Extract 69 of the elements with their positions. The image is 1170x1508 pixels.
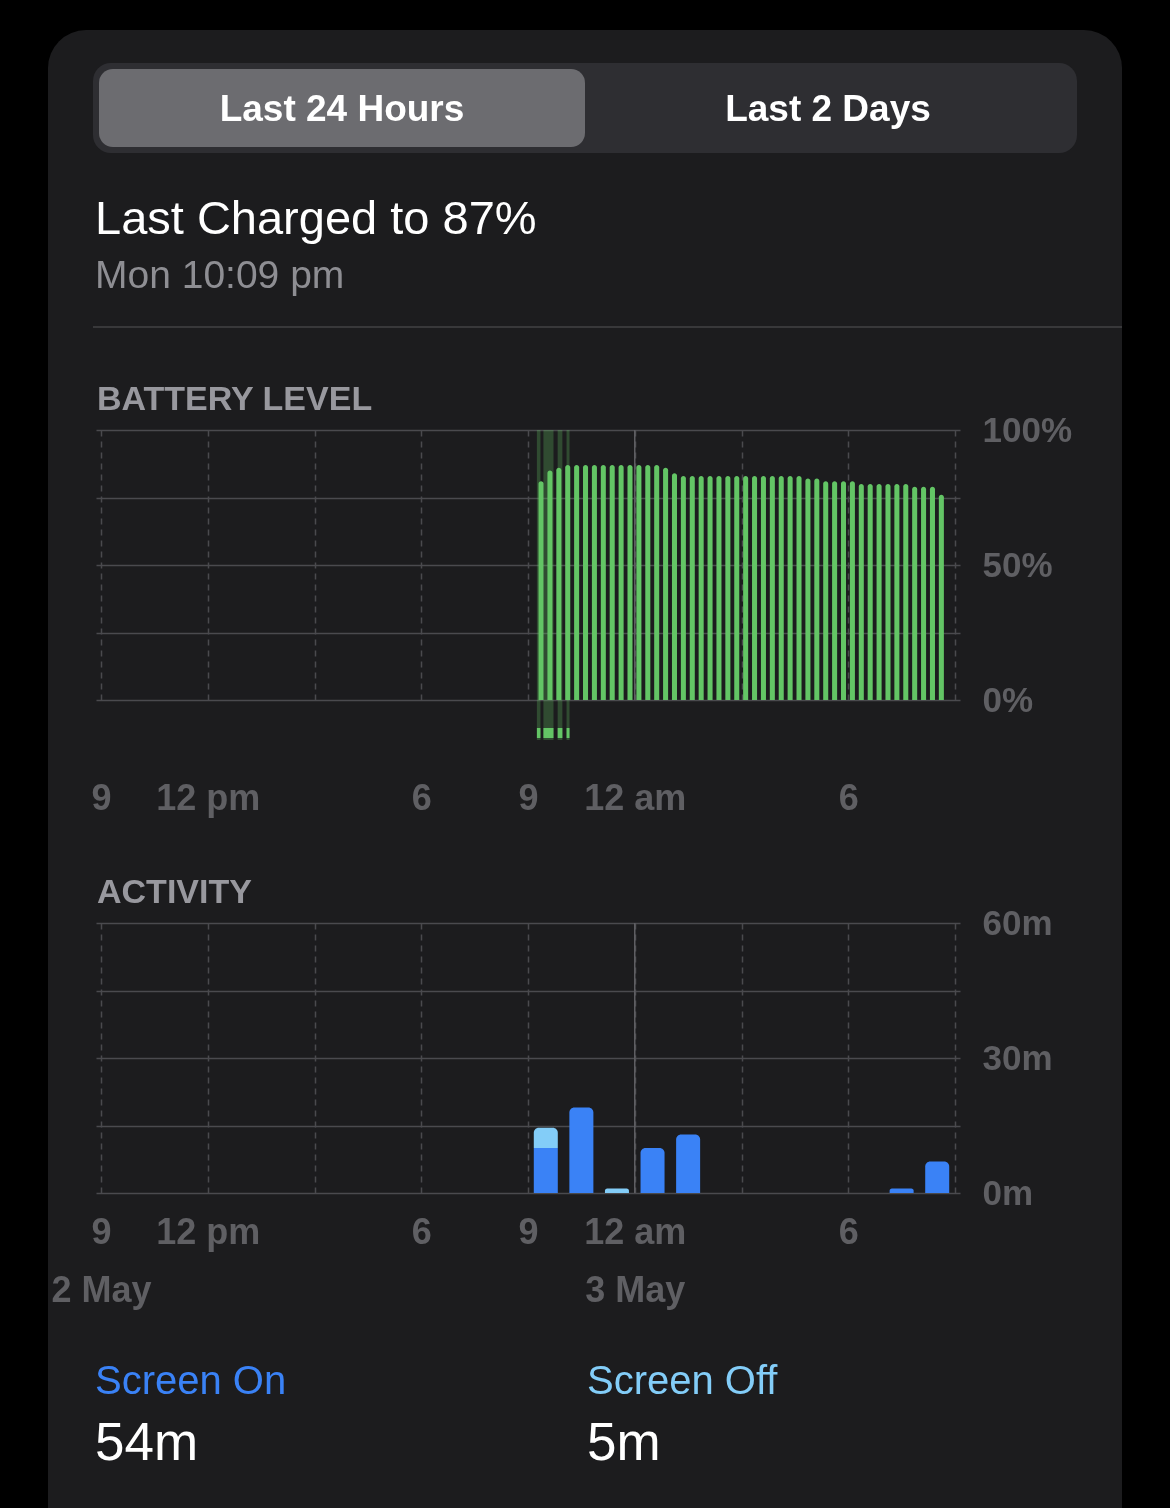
- segmented-control: Last 24 Hours Last 2 Days: [93, 63, 1077, 153]
- bar: [778, 475, 784, 700]
- bar: [832, 481, 838, 700]
- bar: [636, 465, 642, 700]
- chart-title: ACTIVITY: [97, 872, 252, 910]
- x-tick-label: 9: [518, 776, 539, 818]
- text: 54m: [95, 1412, 199, 1471]
- y-tick-label: 0m: [982, 1172, 1034, 1212]
- x-tick-label: 12 am: [584, 776, 687, 818]
- x-tick-label: 12 am 3 May: [584, 1210, 687, 1310]
- bar: [903, 484, 909, 700]
- bar: [671, 473, 677, 700]
- bar: [707, 475, 713, 700]
- bar: [752, 475, 758, 700]
- bar: [805, 478, 811, 700]
- bar: [929, 486, 935, 700]
- bar: [627, 465, 633, 700]
- x-tick-label: 9: [518, 1210, 539, 1252]
- text: Screen On: [95, 1358, 287, 1402]
- text: Mon 10:09 pm: [95, 253, 345, 296]
- bar: [867, 484, 873, 700]
- y-tick-label: 50%: [982, 544, 1053, 584]
- bar: [840, 481, 847, 700]
- bar: [618, 465, 624, 700]
- bar: [823, 481, 829, 700]
- bar: [760, 475, 766, 700]
- bar: [938, 494, 944, 700]
- bar: [849, 481, 855, 700]
- bar: [787, 475, 793, 700]
- bar: [734, 475, 740, 700]
- bar: [912, 486, 918, 700]
- bar: [921, 486, 927, 700]
- x-tick-label: 9: [91, 776, 112, 818]
- bar: [858, 484, 864, 700]
- bar: [574, 465, 580, 700]
- y-tick-label: 60m: [982, 902, 1053, 942]
- bar: [716, 475, 722, 700]
- bar: [600, 465, 606, 700]
- bar: [769, 475, 775, 700]
- x-tick-label: 6: [411, 1210, 432, 1252]
- x-tick-label: 12 pm: [156, 776, 261, 818]
- bar: [583, 465, 589, 700]
- bar: [876, 484, 882, 700]
- x-tick-label: 6: [838, 776, 859, 818]
- chart-title: BATTERY LEVEL: [97, 379, 373, 417]
- x-tick-label: 6: [411, 776, 432, 818]
- bar: [796, 475, 802, 700]
- bar: [725, 475, 731, 700]
- y-tick-label: 100%: [982, 409, 1073, 449]
- bar: [814, 478, 820, 700]
- bar: [680, 475, 686, 700]
- bar: [743, 475, 749, 700]
- x-tick-label: 9 2 May: [51, 1210, 152, 1310]
- bar: [663, 467, 669, 700]
- bar: [689, 475, 695, 700]
- bar: [654, 465, 660, 700]
- bar: [645, 465, 651, 700]
- bar: [894, 484, 900, 700]
- bar: [609, 465, 615, 700]
- x-tick-label: 12 pm: [156, 1210, 261, 1252]
- y-tick-label: 0%: [982, 679, 1034, 719]
- bar: [698, 475, 704, 700]
- text: 5m: [587, 1412, 661, 1471]
- x-tick-label: 6: [838, 1210, 859, 1252]
- bar: [885, 484, 891, 700]
- y-tick-label: 30m: [982, 1037, 1053, 1077]
- bar: [591, 465, 597, 700]
- text: Screen Off: [587, 1358, 778, 1402]
- text: Last Charged to 87%: [95, 191, 537, 244]
